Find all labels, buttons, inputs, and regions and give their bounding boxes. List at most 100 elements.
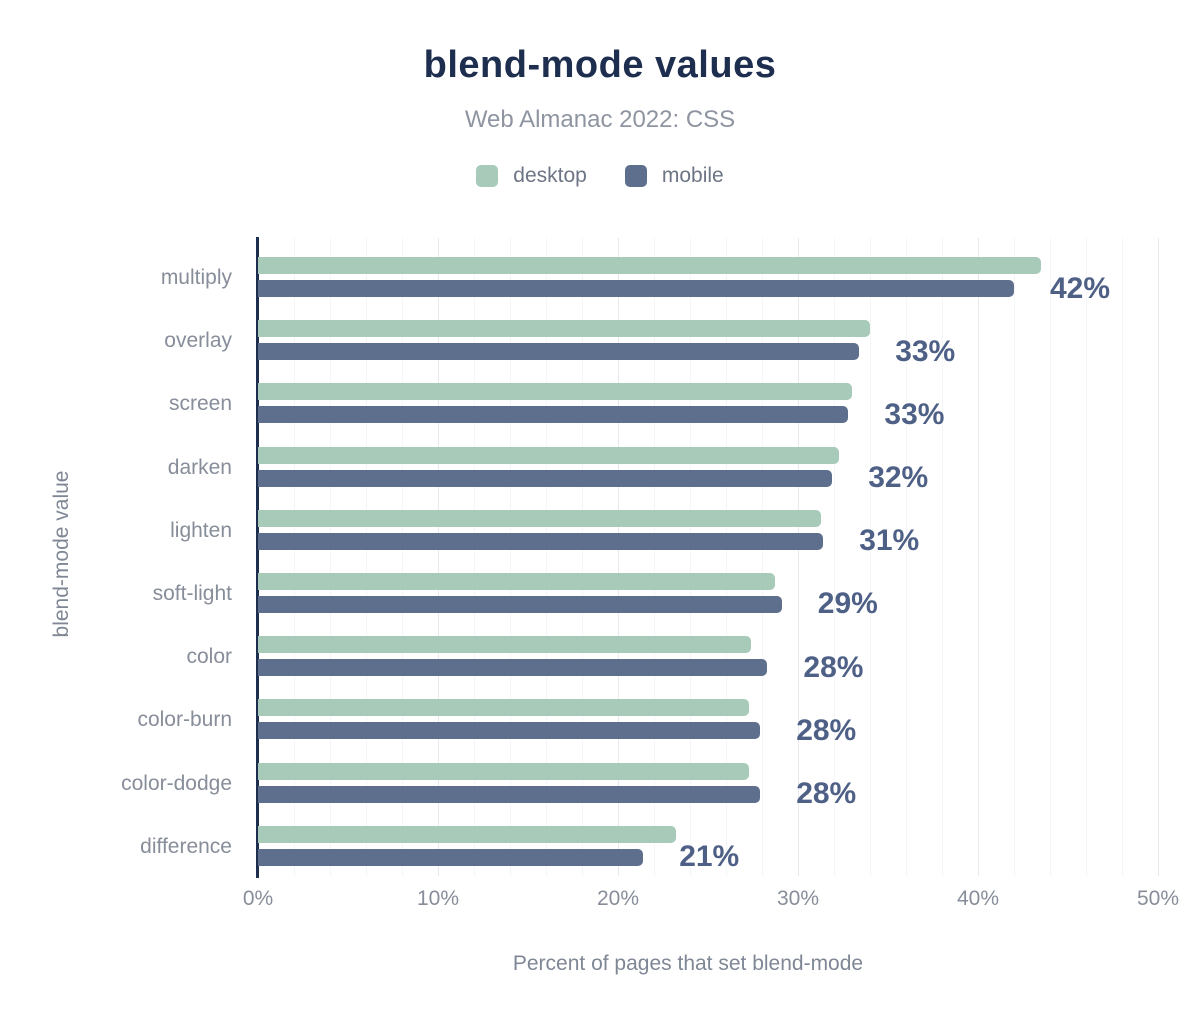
gridline-10pct	[438, 238, 439, 876]
chart-row-difference: 21%	[258, 807, 1158, 873]
desktop-bar-darken	[258, 446, 840, 464]
mobile-bar-color-dodge	[258, 785, 761, 803]
category-label-color-burn: color-burn	[137, 708, 232, 732]
desktop-swatch-icon	[476, 165, 499, 187]
x-axis-title: Percent of pages that set blend-mode	[512, 952, 864, 975]
gridline-4pct	[330, 238, 331, 876]
legend-item-desktop: desktop	[476, 164, 587, 188]
category-label-lighten: lighten	[170, 518, 232, 542]
category-row-darken: darken	[0, 428, 244, 491]
gridline-40pct	[978, 238, 979, 876]
category-row-color: color	[0, 617, 244, 680]
chart-row-color-burn: 28%	[258, 680, 1158, 747]
desktop-bar-color-dodge	[258, 762, 750, 780]
gridline-8pct	[402, 238, 403, 876]
data-label-color: 28%	[803, 650, 864, 684]
category-label-overlay: overlay	[164, 329, 232, 353]
data-label-multiply: 42%	[1050, 271, 1111, 305]
category-label-difference: difference	[140, 834, 232, 858]
desktop-bar-lighten	[258, 509, 822, 527]
chart-row-screen: 33%	[258, 364, 1158, 431]
desktop-bar-difference	[258, 825, 676, 843]
mobile-bar-overlay	[258, 343, 860, 361]
chart-row-darken: 32%	[258, 428, 1158, 494]
chart-title: blend-mode values	[423, 44, 777, 86]
data-label-screen: 33%	[884, 397, 945, 431]
x-axis-ticks: 0% 10% 20% 30% 40% 50%	[243, 887, 1179, 913]
legend: desktop mobile	[0, 164, 1200, 188]
plot-area: 42% 33% 33% 32% 31% 29% 28% 28% 28% 21%	[258, 238, 1159, 876]
gridline-34pct	[870, 238, 871, 876]
gridline-44pct	[1050, 238, 1051, 876]
gridline-32pct	[834, 238, 835, 876]
category-row-difference: difference	[0, 807, 244, 870]
gridline-22pct	[654, 238, 655, 876]
gridline-18pct	[582, 238, 583, 876]
legend-label-mobile: mobile	[661, 164, 724, 187]
desktop-bar-color	[258, 636, 752, 654]
gridline-46pct	[1086, 238, 1087, 876]
chart-row-multiply: 42%	[258, 238, 1158, 305]
gridline-26pct	[726, 238, 727, 876]
gridline-36pct	[906, 238, 907, 876]
category-label-soft-light: soft-light	[152, 581, 232, 605]
gridline-12pct	[474, 238, 475, 876]
gridline-50pct	[1158, 238, 1159, 876]
category-row-color-dodge: color-dodge	[0, 744, 244, 807]
gridline-38pct	[942, 238, 943, 876]
category-label-color: color	[186, 645, 232, 669]
category-row-multiply: multiply	[0, 238, 244, 301]
mobile-bar-color	[258, 659, 768, 677]
mobile-bar-multiply	[258, 280, 1014, 297]
mobile-bar-color-burn	[258, 722, 761, 740]
mobile-bar-screen	[258, 406, 849, 424]
gridline-30pct	[798, 238, 799, 876]
gridline-42pct	[1014, 238, 1015, 876]
chart-subtitle: Web Almanac 2022: CSS	[464, 106, 736, 133]
data-label-color-burn: 28%	[796, 713, 857, 747]
category-label-color-dodge: color-dodge	[121, 771, 232, 795]
chart-row-lighten: 31%	[258, 491, 1158, 557]
legend-item-mobile: mobile	[624, 164, 724, 188]
mobile-bar-lighten	[258, 532, 824, 550]
category-row-screen: screen	[0, 364, 244, 427]
category-row-lighten: lighten	[0, 491, 244, 554]
desktop-bar-soft-light	[258, 572, 775, 590]
desktop-bar-overlay	[258, 320, 870, 338]
mobile-swatch-icon	[624, 165, 647, 187]
x-tick-0pct: 0%	[242, 887, 274, 910]
y-axis-line	[256, 237, 259, 878]
mobile-bar-soft-light	[258, 595, 782, 613]
category-label-multiply: multiply	[160, 266, 232, 289]
data-label-difference: 21%	[679, 840, 740, 874]
data-label-lighten: 31%	[859, 524, 920, 558]
gridline-20pct	[618, 238, 619, 876]
x-tick-20pct: 20%	[596, 887, 640, 910]
desktop-bar-color-burn	[258, 699, 750, 717]
gridline-2pct	[294, 238, 295, 876]
category-label-screen: screen	[168, 392, 232, 416]
data-label-overlay: 33%	[895, 334, 956, 368]
mobile-bar-darken	[258, 469, 833, 487]
category-row-color-burn: color-burn	[0, 680, 244, 743]
category-label-darken: darken	[167, 455, 232, 479]
desktop-bar-screen	[258, 383, 852, 401]
mobile-bar-difference	[258, 848, 644, 866]
chart-row-soft-light: 29%	[258, 554, 1158, 620]
chart-row-color: 28%	[258, 617, 1158, 684]
data-label-color-dodge: 28%	[796, 777, 857, 810]
x-tick-30pct: 30%	[776, 887, 820, 910]
desktop-bar-multiply	[258, 257, 1041, 274]
legend-label-desktop: desktop	[513, 164, 587, 187]
chart-row-color-dodge: 28%	[258, 744, 1158, 810]
category-row-soft-light: soft-light	[0, 554, 244, 617]
x-tick-40pct: 40%	[956, 887, 1000, 910]
x-tick-10pct: 10%	[416, 887, 460, 910]
data-label-darken: 32%	[868, 461, 929, 495]
gridline-24pct	[690, 238, 691, 876]
category-labels: multiply overlay screen darken lighten soft-l…	[0, 238, 244, 870]
gridline-14pct	[510, 238, 511, 876]
chart-row-overlay: 33%	[258, 301, 1158, 368]
category-row-overlay: overlay	[0, 301, 244, 364]
data-label-soft-light: 29%	[817, 587, 878, 621]
